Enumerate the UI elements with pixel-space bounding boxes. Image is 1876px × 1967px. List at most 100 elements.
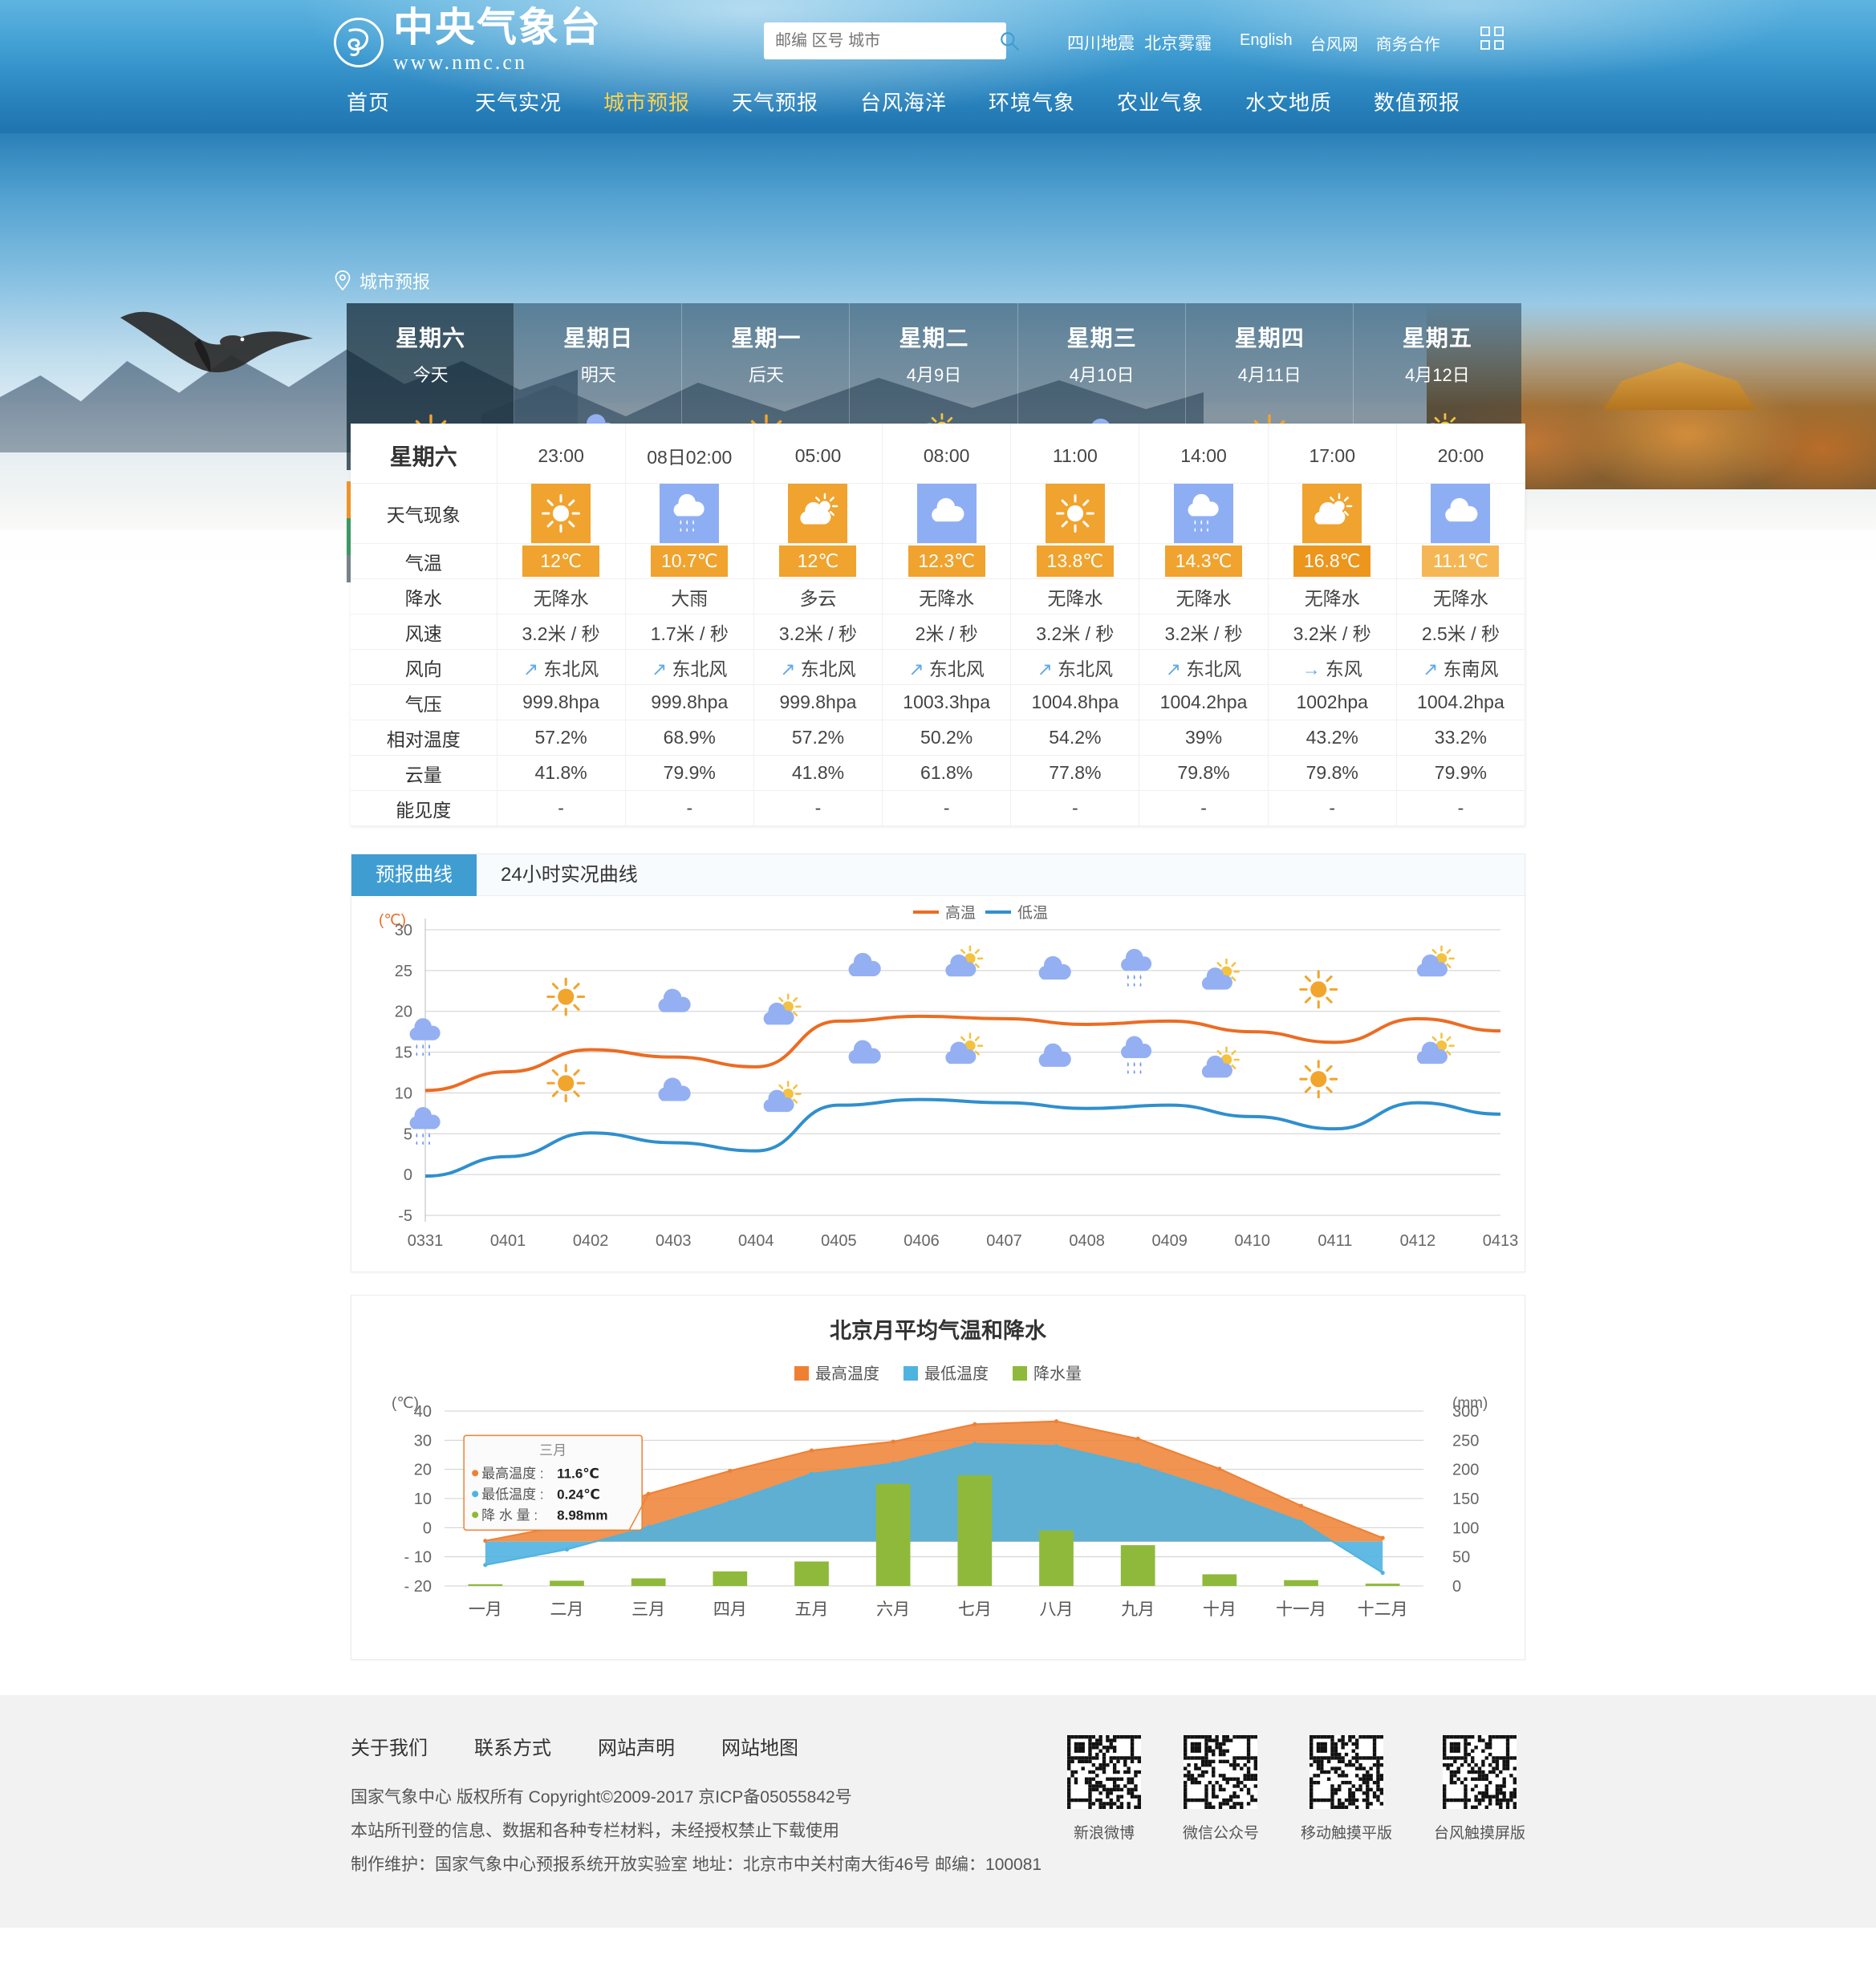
bar-precip — [1120, 1545, 1155, 1586]
hourly-winddir-cell: ↗ 东北风 — [882, 649, 1012, 685]
hourly-condition-cell — [1139, 483, 1269, 544]
qr-code-item[interactable]: 微信公众号 — [1183, 1735, 1259, 1843]
util-link-typhoon[interactable]: 台风网 — [1310, 36, 1358, 54]
curve-high-weather-icon — [1416, 945, 1455, 977]
point-tmin — [1380, 1571, 1385, 1576]
tab-forecast-curve[interactable]: 预报曲线 — [351, 854, 477, 896]
hourly-row-label: 气温 — [351, 543, 497, 579]
sun-icon — [546, 977, 586, 1016]
cloud-icon — [931, 497, 964, 522]
hourly-condition-cell — [882, 483, 1012, 544]
hourly-row-label: 风向 — [351, 649, 497, 685]
logo-url: www.nmc.cn — [393, 50, 527, 74]
y-tick-label: 30 — [395, 922, 412, 939]
hourly-temp-cell: 12℃ — [753, 543, 883, 579]
sun-icon — [1299, 1060, 1338, 1099]
hourly-time: 17:00 — [1267, 424, 1397, 484]
hot-link-1[interactable]: 北京雾霾 — [1144, 34, 1212, 53]
hourly-row-winddir: 风向 ↗ 东北风 ↗ 东北风 ↗ 东北风 ↗ 东北风 ↗ 东北风 ↗ 东北风 → 东风 ↗ 东南风 — [351, 649, 1526, 685]
util-link-english[interactable]: English — [1240, 31, 1293, 49]
hourly-windspeed-cell: 1.7米 / 秒 — [624, 614, 754, 650]
util-link-business[interactable]: 商务合作 — [1375, 36, 1440, 54]
nav-item-agriculture[interactable]: 农业气象 — [1117, 90, 1204, 115]
search-box[interactable] — [764, 22, 1019, 59]
search-icon — [1001, 32, 1019, 51]
qr-code-item[interactable]: 台风触摸屏版 — [1434, 1735, 1525, 1843]
hourly-temp-cell: 13.8℃ — [1010, 543, 1140, 579]
partly-icon — [1314, 493, 1353, 525]
nav-item-home[interactable]: 首页 — [347, 90, 391, 115]
monthly-chart-svg: (℃) (mm) - 20 0 - 10 50 0 100 10 150 20 200 30 250 40 3… — [392, 1395, 1488, 1619]
footer-link-sitemap[interactable]: 网站地图 — [721, 1738, 798, 1759]
hourly-humidity-cell: 57.2% — [753, 720, 883, 756]
hot-link-0[interactable]: 四川地震 — [1067, 34, 1135, 53]
legend-item-tmax: 最高温度 — [794, 1361, 879, 1384]
y-tick-label: 25 — [395, 963, 412, 980]
footer-link-statement[interactable]: 网站声明 — [598, 1738, 675, 1759]
qr-code-icon — [1309, 1735, 1383, 1809]
search-button[interactable] — [999, 22, 1020, 59]
forecast-curve-svg: 高温 低温 (℃) -5 0 5 10 15 20 25 30 0331 0401 0402 0403 04… — [379, 904, 1518, 1250]
main-nav: 首页 天气实况 城市预报 天气预报 台风海洋 环境气象 农业气象 水文地质 数值… — [0, 76, 1876, 126]
hourly-windspeed-cell: 2米 / 秒 — [882, 614, 1012, 650]
monthly-chart-title: 北京月平均气温和降水 — [830, 1319, 1046, 1343]
y-axis-unit: (℃) — [379, 912, 406, 929]
point-tmax — [1298, 1503, 1304, 1508]
hourly-humidity-cell: 54.2% — [1010, 720, 1140, 756]
search-input[interactable] — [764, 22, 999, 59]
point-tmin — [1298, 1519, 1304, 1524]
hourly-humidity-cell: 33.2% — [1395, 720, 1526, 756]
x-tick-label: 三月 — [631, 1600, 665, 1619]
wind-arrow-icon: ↗ — [522, 658, 539, 679]
point-tmax — [891, 1439, 895, 1444]
apps-cell — [1494, 40, 1504, 50]
point-tmax — [728, 1468, 733, 1474]
footer-text: 国家气象中心 版权所有 Copyright©2009-2017 京ICP备050… — [351, 1781, 1525, 1882]
cloud-icon — [1038, 955, 1071, 980]
hourly-windspeed-cell: 3.2米 / 秒 — [1139, 614, 1269, 650]
footer-link-about[interactable]: 关于我们 — [351, 1738, 428, 1759]
x-tick-label: 一月 — [469, 1600, 502, 1619]
hourly-forecast-panel: 星期六 23:00 08日02:00 05:00 08:00 11:00 14:00 17:0… — [351, 424, 1526, 826]
qr-code-icon — [1066, 1735, 1141, 1809]
x-tick-label: 八月 — [1040, 1600, 1074, 1619]
hourly-precip-cell: 无降水 — [1139, 578, 1269, 614]
condition-icon-wrap — [916, 484, 977, 543]
tooltip-dot — [472, 1470, 479, 1477]
qr-code-item[interactable]: 移动触摸平版 — [1301, 1735, 1392, 1843]
site-logo[interactable]: 中央气象台 www.nmc.cn — [334, 6, 602, 75]
pc-icon — [763, 1081, 802, 1113]
monthly-chart-plot: (℃) (mm) - 20 0 - 10 50 0 100 10 150 20 200 30 250 40 3… — [351, 1384, 1525, 1645]
nav-item-numerical[interactable]: 数值预报 — [1374, 90, 1461, 115]
cloud-icon — [848, 952, 881, 976]
footer-link-contact[interactable]: 联系方式 — [474, 1738, 551, 1759]
nav-item-typhoon[interactable]: 台风海洋 — [860, 90, 948, 115]
point-tmax — [1380, 1535, 1385, 1540]
day-name: 星期四 — [1234, 326, 1305, 351]
x-tick-label: 0412 — [1400, 1232, 1436, 1250]
day-name: 星期二 — [899, 326, 969, 351]
hourly-winddir-cell: ↗ 东北风 — [1010, 649, 1140, 685]
qr-code-caption: 移动触摸平版 — [1300, 1825, 1392, 1842]
nav-item-hydrology[interactable]: 水文地质 — [1245, 90, 1333, 115]
point-tmin — [1054, 1444, 1059, 1449]
hourly-cloud-cell: 79.9% — [1395, 755, 1526, 791]
nav-item-forecast[interactable]: 天气预报 — [732, 90, 819, 115]
tab-24h-observed-curve[interactable]: 24小时实况曲线 — [501, 864, 638, 886]
point-tmin — [1217, 1489, 1222, 1494]
temp-chip: 12℃ — [779, 545, 857, 577]
hourly-precip-cell: 多云 — [753, 578, 883, 614]
qr-code-item[interactable]: 新浪微博 — [1066, 1735, 1141, 1843]
tooltip-dot — [472, 1490, 479, 1498]
hourly-winddir-cell: ↗ 东北风 — [1139, 649, 1269, 685]
nav-item-environment[interactable]: 环境气象 — [989, 90, 1076, 115]
point-tmin — [809, 1471, 814, 1476]
tooltip-value: 8.98mm — [557, 1507, 607, 1523]
monthly-climate-card: 北京月平均气温和降水 最高温度 最低温度 降水量 (℃) (mm) - 20 0 - 1… — [351, 1295, 1525, 1660]
nav-item-observation[interactable]: 天气实况 — [475, 90, 562, 115]
wind-dir-label: 东北风 — [928, 658, 985, 679]
nav-item-city-forecast[interactable]: 城市预报 — [603, 90, 691, 115]
y-tick-label-left: - 20 — [404, 1578, 432, 1596]
apps-grid-icon[interactable] — [1480, 26, 1504, 50]
wind-arrow-icon: ↗ — [652, 658, 668, 679]
